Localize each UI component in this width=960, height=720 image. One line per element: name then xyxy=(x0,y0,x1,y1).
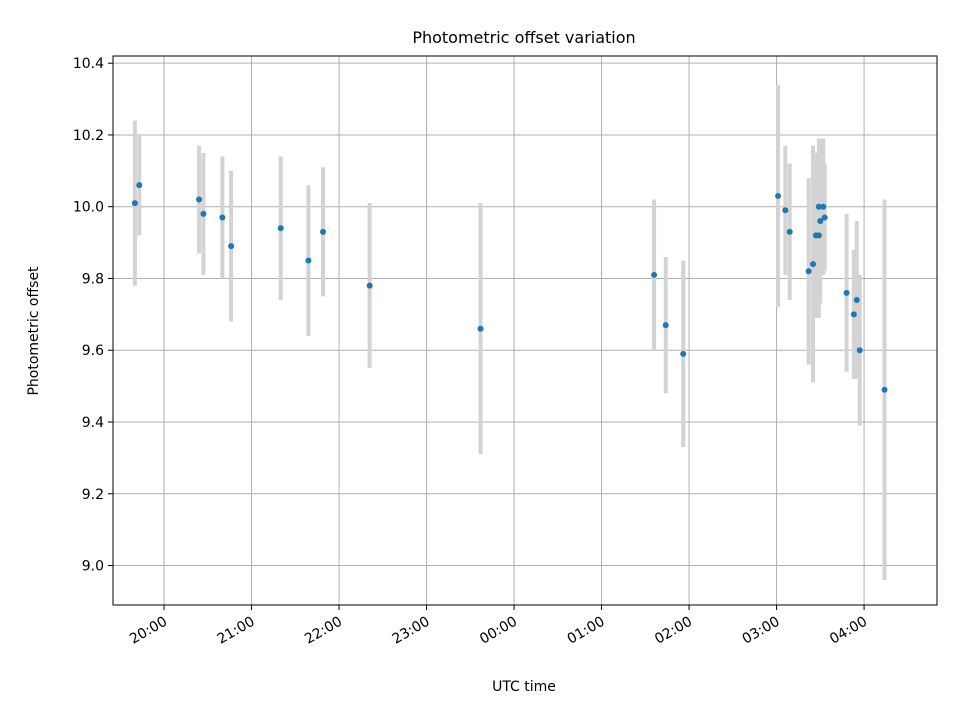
y-tick-label: 9.4 xyxy=(82,415,104,431)
data-point xyxy=(817,218,824,225)
y-tick-label: 9.6 xyxy=(82,343,104,359)
chart-title: Photometric offset variation xyxy=(412,28,635,47)
data-point xyxy=(881,386,888,393)
data-point xyxy=(786,228,793,235)
data-point xyxy=(196,196,203,203)
data-point xyxy=(805,268,812,275)
data-point xyxy=(810,261,817,268)
data-point xyxy=(821,214,828,221)
data-point xyxy=(305,257,312,264)
data-point xyxy=(651,271,658,278)
data-point xyxy=(782,207,789,214)
data-point xyxy=(477,325,484,332)
data-point xyxy=(815,203,822,210)
y-axis-title: Photometric offset xyxy=(26,266,42,396)
data-point xyxy=(219,214,226,221)
data-point xyxy=(775,192,782,199)
data-point xyxy=(850,311,857,318)
data-point xyxy=(680,350,687,357)
y-tick-label: 9.8 xyxy=(82,271,104,287)
x-axis-title: UTC time xyxy=(492,679,556,695)
data-point xyxy=(820,203,827,210)
data-point xyxy=(131,200,138,207)
data-point xyxy=(228,243,235,250)
y-tick-label: 10.0 xyxy=(73,200,104,216)
data-point xyxy=(320,228,327,235)
y-tick-label: 9.2 xyxy=(82,487,104,503)
plot-frame xyxy=(112,55,938,606)
data-point xyxy=(366,282,373,289)
y-tick-label: 10.4 xyxy=(73,56,104,72)
data-point xyxy=(662,322,669,329)
data-point xyxy=(200,210,207,217)
data-point xyxy=(856,347,863,354)
data-point xyxy=(853,297,860,303)
data-point xyxy=(277,225,284,232)
data-point xyxy=(136,182,143,189)
y-tick-label: 9.0 xyxy=(82,559,104,575)
data-point xyxy=(815,232,822,239)
data-point xyxy=(843,289,850,296)
y-tick-label: 10.2 xyxy=(73,128,104,144)
